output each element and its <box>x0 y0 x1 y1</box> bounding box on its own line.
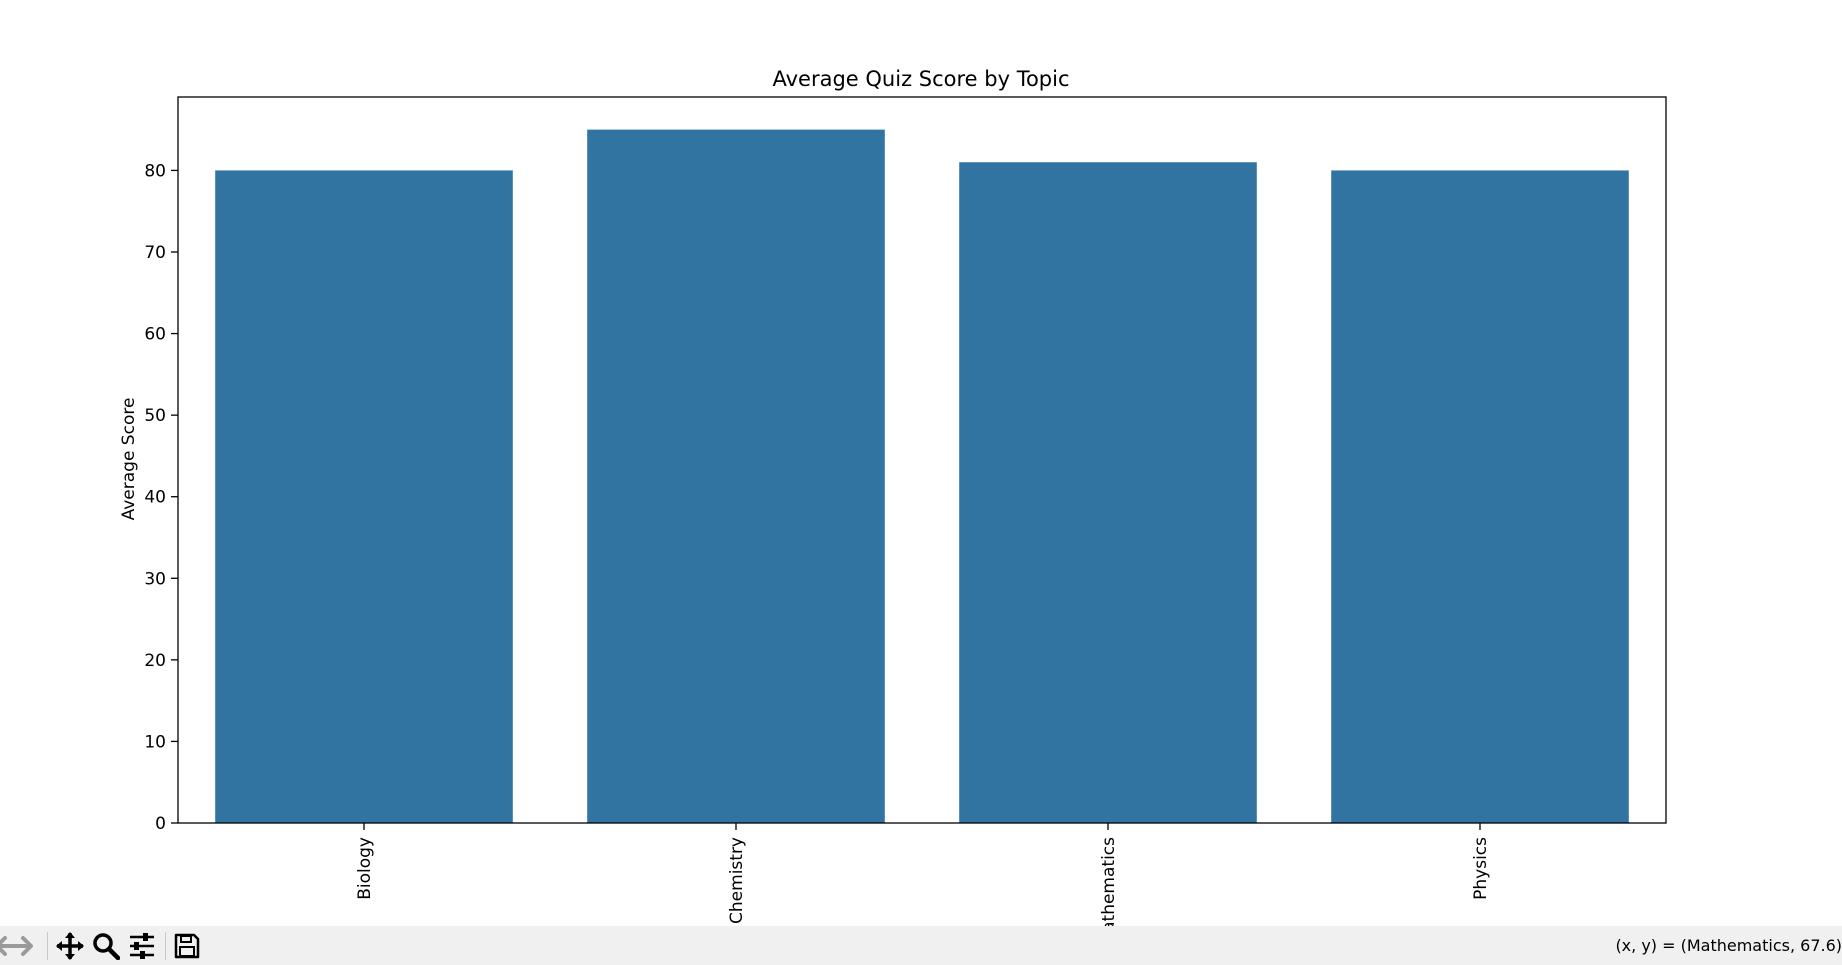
zoom-icon <box>93 933 120 960</box>
bar-physics <box>1331 170 1629 824</box>
axes-frame <box>177 96 1667 824</box>
back-button[interactable] <box>0 930 20 962</box>
forward-button[interactable] <box>8 930 42 962</box>
cursor-coordinates-readout: (x, y) = (Mathematics, 67.6) <box>1615 936 1842 955</box>
bar-chart: Average Quiz Score by Topic Average Scor… <box>119 67 1667 926</box>
y-tick-label: 70 <box>144 243 166 263</box>
x-tick-label: Biology <box>355 837 375 900</box>
y-tick-label: 10 <box>144 732 166 752</box>
save-icon <box>174 933 200 959</box>
forward-icon <box>12 936 33 956</box>
x-axis-ticks: Biology Chemistry Mathematics Physics <box>355 823 1491 926</box>
pan-icon <box>56 932 84 960</box>
y-axis-ticks: 0 10 20 30 40 50 60 70 80 <box>144 161 178 834</box>
bar-chemistry <box>587 129 885 823</box>
x-tick-label: Chemistry <box>727 837 747 924</box>
toolbar-separator <box>165 932 166 960</box>
bars-group <box>215 129 1629 824</box>
pan-button[interactable] <box>53 930 87 962</box>
configure-subplots-button[interactable] <box>125 930 159 962</box>
back-icon <box>0 936 16 956</box>
y-tick-label: 0 <box>155 814 166 834</box>
y-tick-label: 30 <box>144 569 166 589</box>
figure-canvas[interactable]: Average Quiz Score by Topic Average Scor… <box>0 0 1842 926</box>
x-tick-label: Mathematics <box>1099 837 1119 926</box>
navigation-toolbar: (x, y) = (Mathematics, 67.6) <box>0 926 1842 965</box>
bar-biology <box>215 170 513 824</box>
zoom-button[interactable] <box>89 930 123 962</box>
configure-subplots-icon <box>130 933 154 959</box>
x-tick-label: Physics <box>1471 837 1491 900</box>
y-tick-label: 50 <box>144 406 166 426</box>
bar-mathematics <box>959 162 1257 823</box>
y-axis-label: Average Score <box>119 398 139 521</box>
y-tick-label: 20 <box>144 651 166 671</box>
y-tick-label: 40 <box>144 488 166 508</box>
y-tick-label: 60 <box>144 325 166 345</box>
chart-title: Average Quiz Score by Topic <box>772 67 1069 91</box>
save-button[interactable] <box>170 930 204 962</box>
y-tick-label: 80 <box>144 161 166 181</box>
toolbar-separator <box>47 932 48 960</box>
